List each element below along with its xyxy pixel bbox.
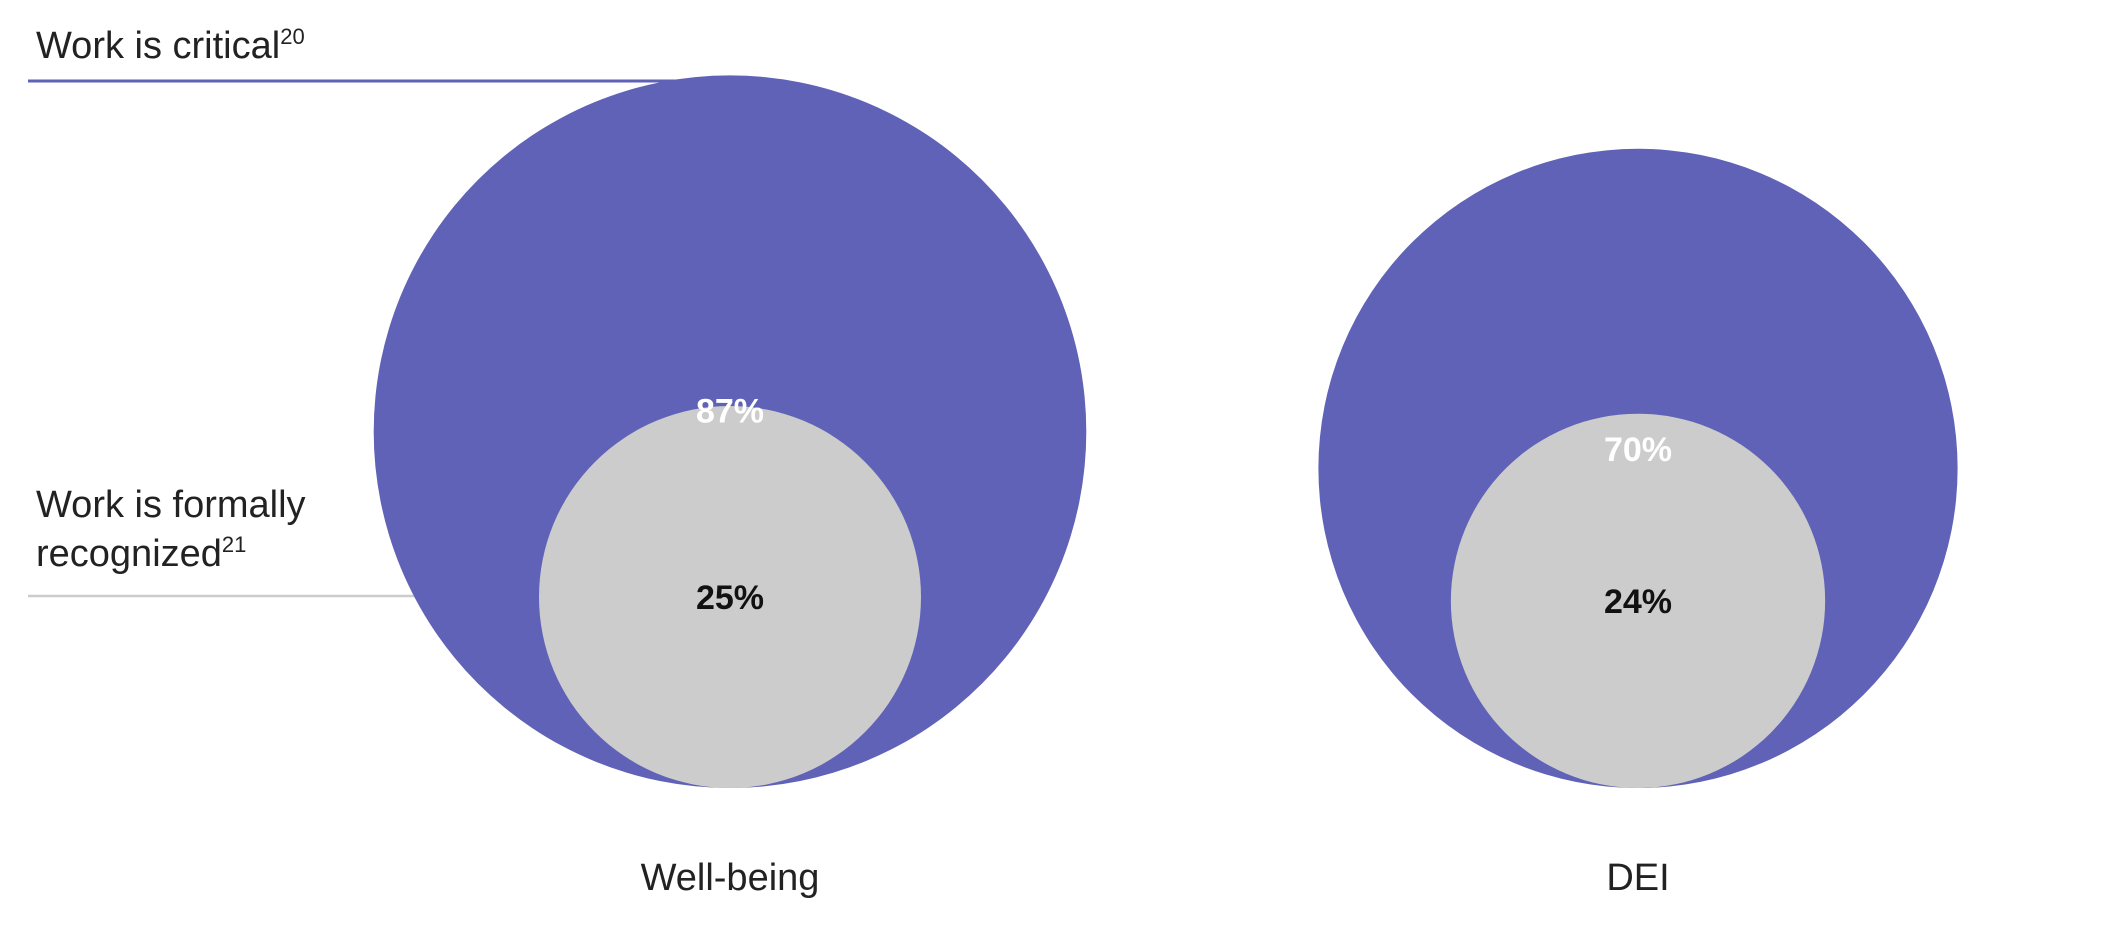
value-label-recognized-well-being: 25% [696,579,764,617]
bubble-recognized-dei [1450,413,1826,788]
bubble-recognized-well-being [539,406,921,788]
value-label-recognized-dei: 24% [1604,583,1672,621]
category-label-dei: DEI [1606,857,1669,899]
legend-label-recognized-line1: Work is formally [36,484,306,526]
value-label-critical-dei: 70% [1604,431,1672,469]
legend-recognized-footnote: 21 [222,532,246,557]
legend-critical-footnote: 20 [280,24,304,49]
legend-label-critical: Work is critical20 [36,24,305,67]
category-label-well-being: Well-being [641,857,820,899]
legend-label-recognized-line2: recognized21 [36,532,246,575]
value-label-critical-well-being: 87% [696,392,764,430]
bubble-group: 87% 25% Well-being 70% 24% DEI [373,75,1958,899]
